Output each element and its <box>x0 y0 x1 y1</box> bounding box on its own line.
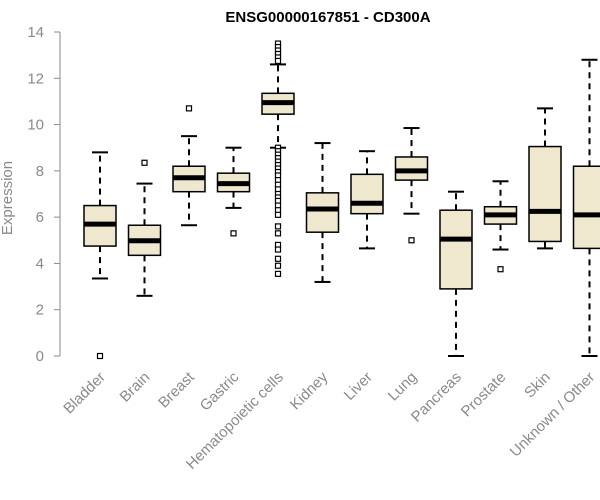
box-body <box>305 192 340 233</box>
outlier-point <box>274 246 282 253</box>
outlier-point <box>274 223 282 230</box>
y-tick-label: 6 <box>36 209 44 226</box>
outlier-point <box>497 266 504 273</box>
box-4 <box>261 40 295 277</box>
outlier-point <box>185 105 193 112</box>
outlier-point <box>408 237 415 244</box>
y-axis-label: Expression <box>0 161 16 235</box>
outlier-point <box>230 230 237 237</box>
y-tick-label: 10 <box>27 117 44 134</box>
box-7 <box>394 127 429 244</box>
outlier-point <box>141 159 148 166</box>
chart-title: ENSG00000167851 - CD300A <box>225 9 430 26</box>
box-3 <box>216 146 251 237</box>
x-category-label: Breast <box>155 368 198 411</box>
box-5 <box>305 142 340 283</box>
x-category-label: Prostate <box>458 369 510 421</box>
box-8 <box>439 190 473 357</box>
box-9 <box>483 180 518 273</box>
y-axis-ticks: 0 2 4 6 8 10 12 14 <box>27 24 60 365</box>
x-category-label: Skin <box>521 369 554 402</box>
x-category-label: Lung <box>385 369 421 405</box>
y-tick-label: 0 <box>36 348 44 365</box>
box-10 <box>528 107 562 250</box>
outlier-point <box>274 270 282 277</box>
box-body <box>572 165 600 250</box>
x-category-label: Kidney <box>287 368 332 413</box>
y-tick-label: 4 <box>36 255 44 272</box>
x-category-label: Brain <box>117 369 154 406</box>
box-2 <box>172 105 206 227</box>
y-tick-label: 2 <box>36 302 44 319</box>
outlier-point <box>274 211 282 218</box>
x-category-label: Bladder <box>60 369 109 418</box>
box-0 <box>83 151 117 360</box>
outlier-point <box>274 262 282 269</box>
x-category-label: Unknown / Other <box>507 369 599 461</box>
y-tick-label: 8 <box>36 163 44 180</box>
outlier-point <box>274 230 282 237</box>
box-series <box>83 40 600 360</box>
outlier-point <box>96 352 104 360</box>
outlier-point <box>274 255 282 262</box>
box-body <box>439 209 473 290</box>
y-tick-label: 12 <box>27 70 44 87</box>
box-6 <box>350 150 384 250</box>
box-body <box>350 173 384 215</box>
box-body <box>528 145 562 243</box>
y-tick-label: 14 <box>27 24 44 41</box>
box-1 <box>127 159 162 297</box>
box-11 <box>572 58 600 357</box>
x-category-label: Liver <box>341 369 376 404</box>
outlier-point <box>274 57 282 65</box>
